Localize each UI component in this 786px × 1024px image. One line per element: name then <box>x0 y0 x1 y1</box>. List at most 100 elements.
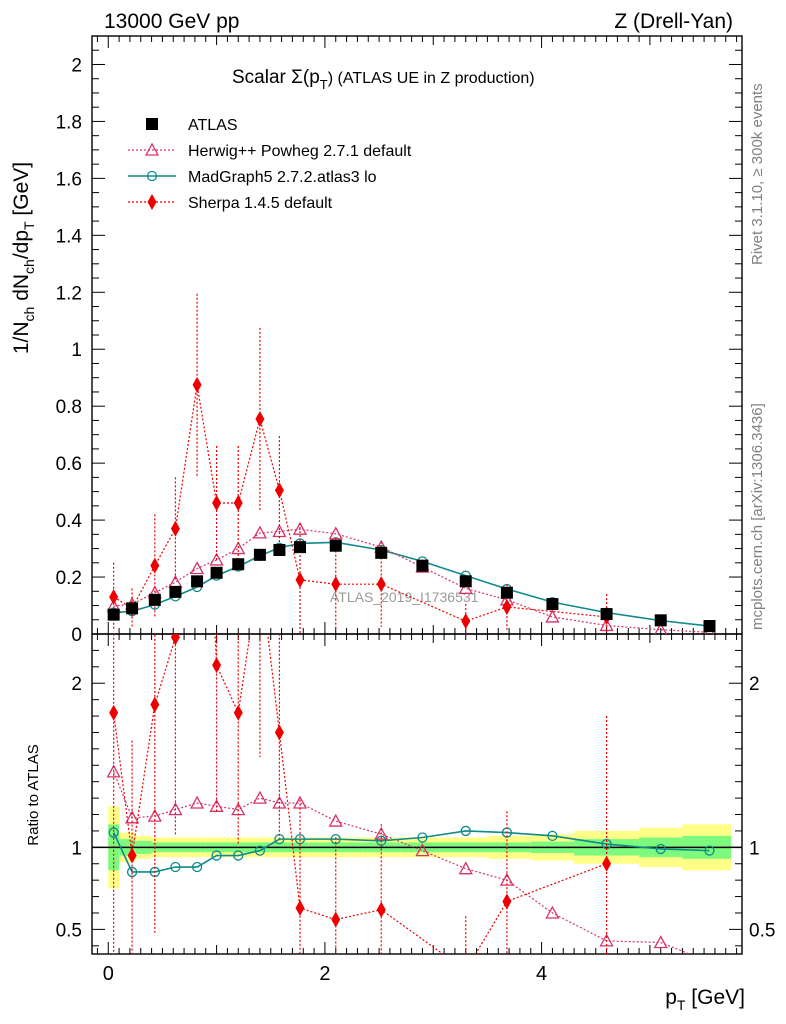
ratio-madgraph-marker <box>460 825 471 837</box>
sherpa-marker <box>274 482 284 499</box>
atlas-marker <box>416 559 429 572</box>
plot-title: Scalar Σ(pT) (ATLAS UE in Z production) <box>232 67 535 92</box>
ratio-herwig-marker <box>147 808 162 822</box>
ratio-madgraph-marker <box>254 845 266 856</box>
sherpa-marker <box>331 576 341 593</box>
atlas-marker <box>169 585 182 598</box>
legend: ATLAS Herwig++ Powheg 2.7.1 default MadGra… <box>128 117 412 212</box>
herwig-marker <box>252 525 268 539</box>
ratio-madgraph-marker <box>233 850 244 861</box>
ratio-sherpa-marker <box>150 696 160 713</box>
legend-item: Herwig++ Powheg 2.7.1 default <box>128 142 412 160</box>
ratio-herwig-marker <box>252 790 268 804</box>
ratio-sherpa-marker <box>233 704 243 721</box>
atlas-marker <box>210 566 223 579</box>
x-tick-label: 2 <box>319 963 330 985</box>
ratio-sherpa-marker <box>295 900 305 917</box>
ratio-sherpa-marker <box>331 911 341 928</box>
ratio-herwig-marker <box>292 795 308 809</box>
sherpa-marker <box>150 557 160 574</box>
ratio-y-tick-label-right: 1 <box>749 838 760 859</box>
x-axis-title: pT [GeV] <box>665 986 745 1013</box>
y-tick-label: 1.6 <box>56 169 82 190</box>
atlas-marker <box>273 543 286 556</box>
sherpa-marker <box>212 495 222 512</box>
legend-item: MadGraph5 2.7.2.atlas3 lo <box>128 169 377 186</box>
ratio-madgraph-marker <box>704 845 715 856</box>
sherpa-marker <box>461 613 471 630</box>
ratio-plot-data <box>106 265 716 967</box>
ratio-madgraph-marker <box>655 843 666 855</box>
ratio-y-tick-label: 0.5 <box>56 920 82 941</box>
ratio-madgraph-marker <box>108 827 119 838</box>
legend-item: Sherpa 1.4.5 default <box>128 194 333 212</box>
legend-label: Herwig++ Powheg 2.7.1 default <box>188 143 412 160</box>
ratio-sherpa-marker <box>212 657 222 674</box>
atlas-marker <box>375 546 388 559</box>
sherpa-marker <box>192 376 202 393</box>
y-tick-label: 0.8 <box>56 397 82 418</box>
atlas-marker <box>107 608 120 621</box>
herwig-marker <box>209 552 224 566</box>
ratio-herwig-marker <box>272 795 287 809</box>
herwig-line <box>113 528 710 633</box>
y-tick-label: 1.8 <box>56 112 82 133</box>
sherpa-marker <box>502 598 512 615</box>
herwig-marker <box>654 622 668 634</box>
sherpa-line <box>113 384 607 622</box>
sherpa-marker <box>109 588 119 605</box>
ratio-herwig-line <box>113 771 691 954</box>
ratio-herwig-marker <box>545 905 560 919</box>
ratio-madgraph-marker <box>170 861 181 873</box>
atlas-marker <box>500 586 513 599</box>
mcplots-label: mcplots.cern.ch [arXiv:1306.3436] <box>749 403 766 630</box>
atlas-marker <box>294 541 306 554</box>
ratio-y-tick-label-right: 2 <box>749 674 760 695</box>
legend-marker <box>144 142 160 156</box>
y-tick-label: 0.6 <box>56 454 82 475</box>
ratio-herwig-marker <box>704 956 716 967</box>
herwig-marker <box>458 581 473 595</box>
legend-label: MadGraph5 2.7.2.atlas3 lo <box>188 169 377 186</box>
ratio-sherpa-marker <box>502 893 512 910</box>
ratio-sherpa-marker <box>193 265 202 281</box>
ratio-madgraph-line <box>112 830 710 873</box>
atlas-marker <box>253 548 266 561</box>
ratio-herwig-marker <box>124 810 140 824</box>
ratio-madgraph-marker <box>294 833 306 845</box>
atlas-marker <box>654 614 667 627</box>
ratio-herwig-marker <box>328 813 343 827</box>
atlas-marker <box>703 620 716 633</box>
atlas-marker <box>459 575 472 588</box>
ratio-herwig-marker <box>231 802 246 816</box>
legend-item: ATLAS <box>146 117 238 134</box>
legend-marker <box>146 118 158 130</box>
ratio-madgraph-marker <box>330 833 341 845</box>
ratio-y-axis-title: Ratio to ATLAS <box>25 744 42 845</box>
ratio-madgraph-marker <box>417 832 428 843</box>
sherpa-marker <box>233 495 243 512</box>
ratio-herwig-marker <box>458 861 473 875</box>
legend-label: Sherpa 1.4.5 default <box>188 195 333 212</box>
sherpa-marker <box>170 520 180 537</box>
y-tick-label: 0.4 <box>56 511 83 532</box>
y-tick-label: 0.2 <box>56 568 82 589</box>
ratio-uncertainty-band <box>92 806 742 889</box>
ratio-plot-frame <box>91 633 743 955</box>
x-tick-label: 4 <box>536 963 547 985</box>
rivet-version-label: Rivet 3.1.10, ≥ 300k events <box>749 83 766 265</box>
ratio-sherpa-marker <box>376 901 386 918</box>
ratio-y-tick-label: 2 <box>71 674 82 695</box>
ratio-sherpa-line <box>113 634 607 954</box>
ratio-y-tick-label-right: 0.5 <box>749 920 775 941</box>
y-tick-label: 1.4 <box>56 226 83 247</box>
ratio-sherpa-marker <box>109 704 119 721</box>
ratio-sherpa-marker <box>274 724 284 741</box>
y-axis-title: 1/Nch dNch/dpT [GeV] <box>10 162 37 354</box>
y-tick-label: 2 <box>71 55 82 76</box>
legend-label: ATLAS <box>188 117 238 134</box>
atlas-marker <box>546 598 559 611</box>
ratio-herwig-marker <box>106 764 121 778</box>
atlas-marker <box>232 558 245 571</box>
